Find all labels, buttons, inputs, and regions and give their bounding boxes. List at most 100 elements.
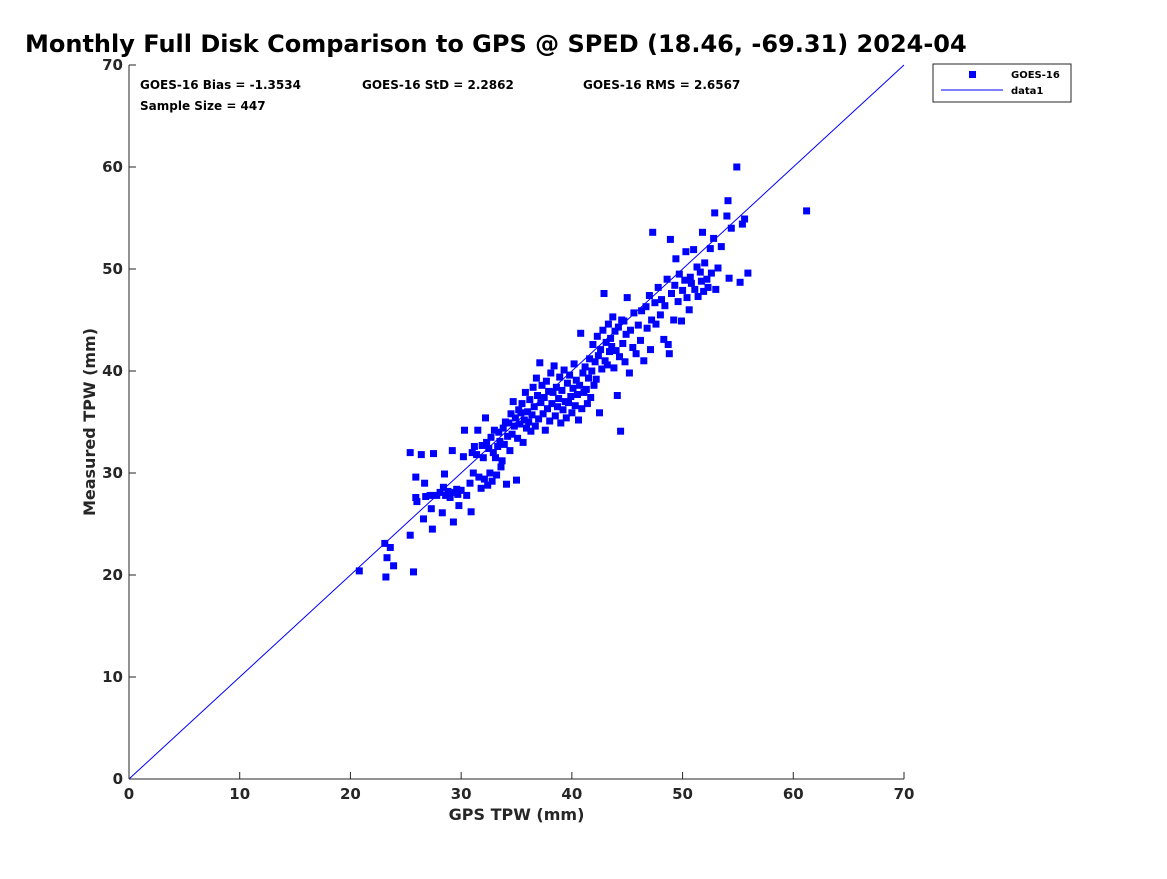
scatter-point xyxy=(697,277,705,285)
scatter-point xyxy=(523,424,530,432)
scatter-point xyxy=(611,327,619,335)
scatter-point xyxy=(355,567,363,575)
scatter-point xyxy=(663,275,671,283)
scatter-point xyxy=(539,410,547,418)
scatter-point xyxy=(637,336,644,344)
scatter-point xyxy=(656,311,664,319)
scatter-point xyxy=(562,414,570,422)
x-axis-label: GPS TPW (mm) xyxy=(449,805,585,824)
scatter-point xyxy=(658,296,665,304)
scatter-point xyxy=(441,470,448,478)
scatter-point xyxy=(483,438,491,446)
scatter-point xyxy=(535,415,543,423)
scatter-point xyxy=(585,374,592,382)
scatter-point xyxy=(406,531,414,539)
scatter-point xyxy=(552,383,560,391)
scatter-point xyxy=(620,317,628,325)
scatter-point xyxy=(530,403,538,411)
scatter-point xyxy=(682,248,690,256)
scatter-point xyxy=(661,302,669,310)
scatter-point xyxy=(593,332,601,340)
scatter-point xyxy=(651,299,659,307)
scatter-point xyxy=(482,414,489,422)
scatter-point xyxy=(422,493,430,500)
scatter-point xyxy=(571,402,579,410)
scatter-point xyxy=(525,418,533,426)
scatter-point xyxy=(554,403,561,411)
scatter-point xyxy=(556,373,564,381)
scatter-point xyxy=(725,274,733,282)
y-tick-label: 0 xyxy=(113,770,123,788)
scatter-point xyxy=(645,292,653,299)
scatter-point xyxy=(678,317,685,325)
scatter-point xyxy=(604,320,612,328)
scatter-point xyxy=(527,427,535,435)
scatter-point xyxy=(638,307,646,315)
scatter-point xyxy=(412,494,420,501)
plot-area xyxy=(128,64,905,780)
scatter-point xyxy=(710,234,718,242)
scatter-point xyxy=(506,447,514,455)
scatter-point xyxy=(541,426,549,434)
scatter-point xyxy=(599,326,607,334)
scatter-point xyxy=(581,363,589,371)
scatter-point xyxy=(495,428,503,436)
scatter-point xyxy=(381,539,389,547)
scatter-point xyxy=(503,480,510,488)
scatter-point xyxy=(700,287,708,295)
scatter-point xyxy=(545,387,553,395)
scatter-point xyxy=(736,278,744,286)
scatter-point xyxy=(448,447,456,455)
scatter-point xyxy=(594,352,602,360)
scatter-point xyxy=(492,454,499,462)
scatter-point xyxy=(567,393,575,400)
scatter-point xyxy=(442,491,450,499)
scatter-point xyxy=(686,273,694,281)
scatter-point xyxy=(565,399,572,407)
scatter-point xyxy=(546,417,554,425)
scatter-point xyxy=(473,451,481,459)
scatter-point xyxy=(614,323,622,331)
scatter-point xyxy=(569,384,577,392)
scatter-point xyxy=(621,358,629,366)
scatter-point xyxy=(671,281,679,289)
scatter-point xyxy=(681,276,689,284)
x-tick-label: 0 xyxy=(124,785,134,803)
scatter-point xyxy=(616,353,623,361)
scatter-point xyxy=(622,330,630,338)
scatter-point xyxy=(744,269,752,277)
scatter-point xyxy=(714,264,722,272)
scatter-point xyxy=(601,357,609,365)
scatter-point xyxy=(511,414,519,422)
bias-annotation: GOES-16 Bias = -1.3534 xyxy=(140,78,301,92)
scatter-point xyxy=(516,420,524,428)
scatter-point xyxy=(438,509,446,517)
scatter-point xyxy=(480,475,488,483)
scatter-point xyxy=(586,355,594,363)
scatter-point xyxy=(412,473,420,481)
std-annotation: GOES-16 StD = 2.2862 xyxy=(362,78,514,92)
scatter-point xyxy=(510,422,518,430)
scatter-point xyxy=(587,394,595,401)
legend: GOES-16 data1 xyxy=(932,63,1072,103)
scatter-point xyxy=(477,484,485,492)
scatter-point xyxy=(602,338,610,346)
scatter-point xyxy=(430,450,437,458)
scatter-point xyxy=(382,573,390,581)
scatter-point xyxy=(508,430,516,438)
scatter-point xyxy=(579,369,587,377)
y-tick-label: 70 xyxy=(102,56,123,74)
x-tick-label: 40 xyxy=(561,785,582,803)
scatter-point xyxy=(706,245,714,253)
scatter-point xyxy=(540,394,548,401)
scatter-point xyxy=(517,409,525,417)
scatter-point xyxy=(529,383,537,391)
scatter-point xyxy=(596,409,603,417)
scatter-point xyxy=(439,483,447,491)
scatter-point xyxy=(504,432,512,440)
scatter-point xyxy=(496,437,504,445)
scatter-point xyxy=(609,313,617,321)
scatter-point xyxy=(701,259,709,267)
scatter-point xyxy=(531,422,539,430)
scatter-point xyxy=(666,235,674,243)
